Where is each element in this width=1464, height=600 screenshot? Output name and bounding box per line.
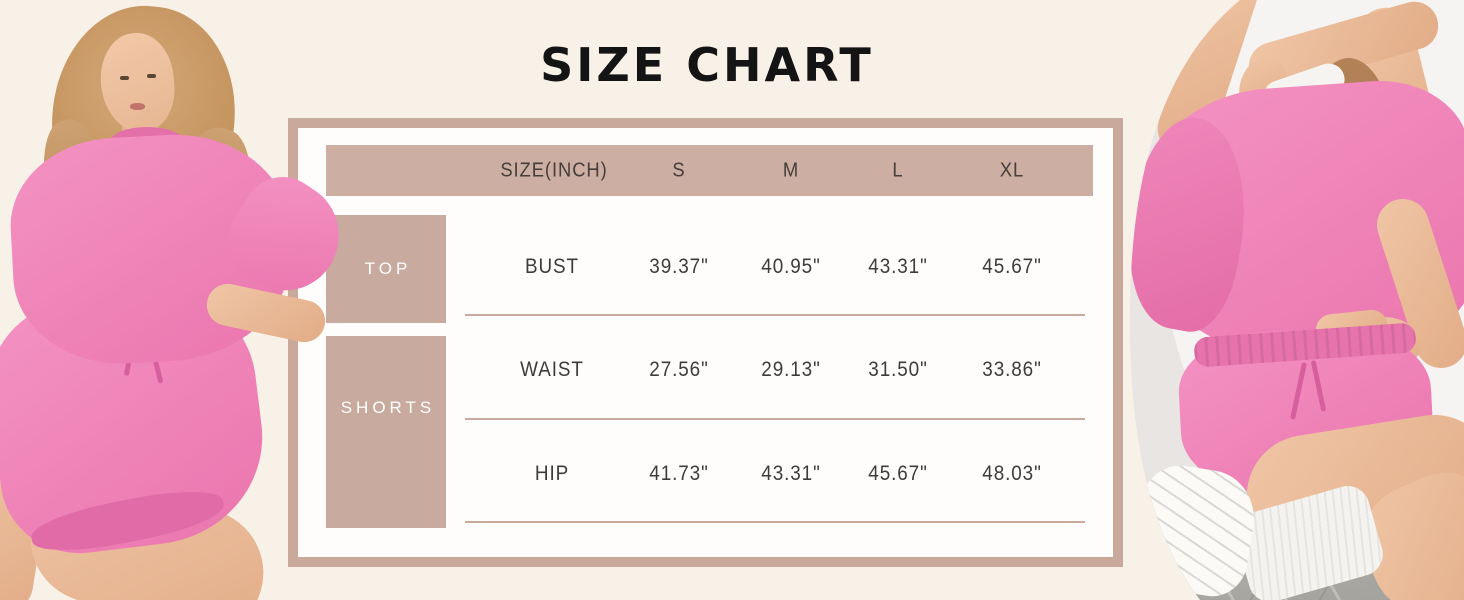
page-title: SIZE CHART xyxy=(540,38,874,92)
left-model-shorts-hem-icon xyxy=(27,481,228,561)
row-measure-bust: BUST xyxy=(524,255,580,278)
left-model-waistband-icon xyxy=(50,292,206,342)
right-model-photo xyxy=(1128,0,1464,600)
bust-value-xl: 45.67" xyxy=(982,255,1042,278)
column-header-size-xl: XL xyxy=(999,159,1025,182)
column-header-unit: SIZE(INCH) xyxy=(500,159,608,182)
left-model-tee-icon xyxy=(6,128,296,370)
left-model-eye-icon xyxy=(120,76,129,80)
left-model-leg-icon xyxy=(0,411,60,600)
left-model-drawstring-icon xyxy=(123,327,138,377)
size-chart-panel: SIZE(INCH) S M L XL TOP SHORTS BUST 39.3… xyxy=(288,118,1123,567)
hip-value-m: 43.31" xyxy=(761,462,821,485)
row-measure-hip: HIP xyxy=(534,462,570,485)
left-model-hair-strand-icon xyxy=(30,112,140,309)
hip-value-l: 45.67" xyxy=(868,462,928,485)
row-divider xyxy=(465,418,1085,420)
hip-value-s: 41.73" xyxy=(649,462,709,485)
column-header-size-s: S xyxy=(672,159,686,182)
left-model-hair-icon xyxy=(40,0,246,247)
column-header-size-l: L xyxy=(892,159,904,182)
row-measure-waist: WAIST xyxy=(520,358,584,381)
left-model-thigh-icon xyxy=(11,448,283,600)
bust-value-m: 40.95" xyxy=(761,255,821,278)
waist-value-m: 29.13" xyxy=(761,358,821,381)
left-model-lips-icon xyxy=(130,103,145,110)
row-divider xyxy=(465,521,1085,523)
group-label-shorts: SHORTS xyxy=(326,336,446,528)
waist-value-s: 27.56" xyxy=(649,358,709,381)
bust-value-l: 43.31" xyxy=(868,255,928,278)
left-model-eye-icon xyxy=(147,74,156,78)
left-model-collar-icon xyxy=(110,127,184,157)
column-header-size-m: M xyxy=(782,159,800,182)
table-header-bar xyxy=(326,145,1093,196)
row-divider xyxy=(465,314,1085,316)
left-model-neck-icon xyxy=(122,112,158,158)
bust-value-s: 39.37" xyxy=(649,255,709,278)
left-model-shorts-icon xyxy=(0,279,275,563)
waist-value-l: 31.50" xyxy=(868,358,928,381)
left-model-hair-strand-icon xyxy=(140,118,266,312)
hip-value-xl: 48.03" xyxy=(982,462,1042,485)
left-model-face-icon xyxy=(97,30,178,135)
left-model-drawstring-icon xyxy=(145,330,164,384)
waist-value-xl: 33.86" xyxy=(982,358,1042,381)
group-label-top: TOP xyxy=(326,215,446,323)
